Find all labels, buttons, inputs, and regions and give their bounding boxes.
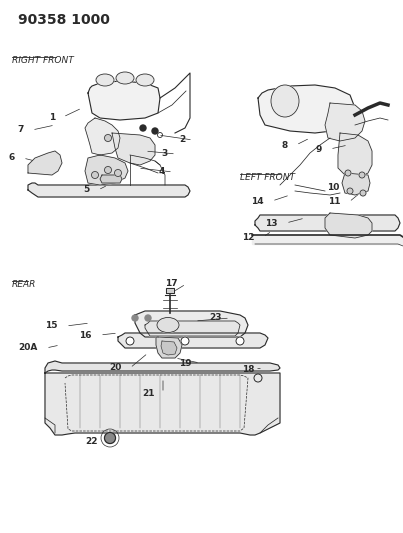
Ellipse shape <box>116 72 134 84</box>
Polygon shape <box>252 235 403 244</box>
Text: 5: 5 <box>84 185 90 195</box>
Circle shape <box>132 315 138 321</box>
Polygon shape <box>112 133 155 165</box>
Circle shape <box>181 337 189 345</box>
Circle shape <box>145 315 151 321</box>
Circle shape <box>104 134 112 141</box>
Text: 23: 23 <box>210 313 222 322</box>
Ellipse shape <box>157 318 179 333</box>
Text: 9: 9 <box>316 144 322 154</box>
Polygon shape <box>325 103 365 141</box>
Polygon shape <box>342 173 370 195</box>
Text: 3: 3 <box>162 149 168 158</box>
Text: 14: 14 <box>251 197 264 206</box>
Circle shape <box>345 170 351 176</box>
Polygon shape <box>161 341 177 355</box>
Text: 17: 17 <box>165 279 178 288</box>
Polygon shape <box>325 213 372 238</box>
Circle shape <box>359 172 365 178</box>
Circle shape <box>126 337 134 345</box>
Polygon shape <box>338 133 372 178</box>
Text: 10: 10 <box>326 183 339 192</box>
Polygon shape <box>45 361 280 373</box>
Polygon shape <box>255 215 400 231</box>
Circle shape <box>104 166 112 174</box>
Text: 11: 11 <box>328 198 341 206</box>
Circle shape <box>347 188 353 194</box>
Text: RIGHT FRONT: RIGHT FRONT <box>12 56 74 65</box>
Polygon shape <box>88 81 160 120</box>
Text: 4: 4 <box>159 167 165 176</box>
Polygon shape <box>85 155 128 185</box>
Text: 20: 20 <box>110 364 122 373</box>
Text: 2: 2 <box>179 135 185 144</box>
Text: 6: 6 <box>9 154 15 163</box>
Text: 90358 1000: 90358 1000 <box>18 13 110 27</box>
Polygon shape <box>145 321 240 336</box>
Polygon shape <box>100 175 122 183</box>
Text: REAR: REAR <box>12 280 36 289</box>
Circle shape <box>91 172 98 179</box>
Circle shape <box>140 125 146 131</box>
Ellipse shape <box>271 85 299 117</box>
Polygon shape <box>166 288 174 293</box>
Text: 20A: 20A <box>19 343 38 352</box>
Polygon shape <box>118 333 268 348</box>
Polygon shape <box>258 85 355 133</box>
Polygon shape <box>85 118 120 155</box>
Circle shape <box>104 432 116 443</box>
Polygon shape <box>135 311 248 337</box>
Text: LEFT FRONT: LEFT FRONT <box>240 173 295 182</box>
Polygon shape <box>45 373 280 435</box>
Text: 21: 21 <box>143 389 155 398</box>
Text: 8: 8 <box>282 141 288 149</box>
Text: 16: 16 <box>79 330 92 340</box>
Circle shape <box>114 169 121 176</box>
Polygon shape <box>156 337 182 358</box>
Polygon shape <box>28 183 190 197</box>
Ellipse shape <box>136 74 154 86</box>
Text: 1: 1 <box>49 112 55 122</box>
Circle shape <box>152 128 158 134</box>
Text: 13: 13 <box>266 219 278 228</box>
Text: 15: 15 <box>46 321 58 330</box>
Text: 7: 7 <box>18 125 24 134</box>
Text: 22: 22 <box>85 437 98 446</box>
Text: 18: 18 <box>243 365 255 374</box>
Circle shape <box>236 337 244 345</box>
Text: 12: 12 <box>243 232 255 241</box>
Circle shape <box>360 190 366 196</box>
Polygon shape <box>28 151 62 175</box>
Text: 19: 19 <box>179 359 192 367</box>
Ellipse shape <box>96 74 114 86</box>
